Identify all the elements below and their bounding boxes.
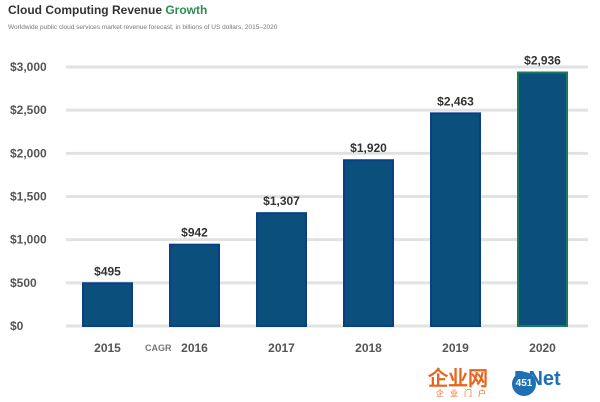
bar-value-label: $1,307: [263, 194, 300, 208]
y-tick-label: $3,000: [10, 60, 47, 74]
bar-value-label: $495: [94, 264, 121, 278]
chart-title-main: Cloud Computing Revenue: [8, 3, 166, 17]
chart-subtitle: Worldwide public cloud services market r…: [8, 24, 278, 31]
y-tick-label: $1,500: [10, 190, 47, 204]
y-tick-label: $1,000: [10, 233, 47, 247]
bar-value-label: $2,936: [524, 54, 561, 68]
bar-2018: [343, 159, 394, 327]
y-tick-label: $2,500: [10, 103, 47, 117]
watermark-sub: 企业门户: [436, 389, 492, 398]
bar-value-label: $2,463: [437, 94, 474, 108]
bar-2019: [430, 112, 481, 327]
watermark-badge: 451: [512, 372, 536, 396]
chart-title-accent: Growth: [165, 3, 208, 17]
bar-2015: [82, 282, 133, 328]
watermark-logo-part3: Net: [528, 368, 561, 390]
x-tick-label: 2016: [181, 341, 208, 355]
bar-2020: [517, 71, 568, 327]
x-tick-label: 2017: [268, 341, 295, 355]
x-tick-label: 2018: [355, 341, 382, 355]
watermark-logo-part1: 企业网: [428, 368, 488, 390]
x-tick-label: 2019: [442, 341, 469, 355]
bar-value-label: $1,920: [350, 141, 387, 155]
x-tick-label: 2020: [529, 341, 556, 355]
watermark-logo: 企业网DNet: [428, 362, 561, 391]
x-tick-label: 2015: [94, 341, 121, 355]
chart-title: Cloud Computing Revenue Growth: [8, 3, 207, 17]
y-tick-label: $0: [10, 319, 24, 333]
y-tick-label: $2,000: [10, 146, 47, 160]
site-watermark: 企业网DNet 451 企业门户: [428, 362, 596, 398]
bar-2016: [169, 243, 220, 327]
bar-2017: [256, 212, 307, 328]
cagr-note: CAGR: [145, 343, 172, 353]
y-tick-label: $500: [10, 276, 37, 290]
bar-value-label: $942: [181, 226, 208, 240]
